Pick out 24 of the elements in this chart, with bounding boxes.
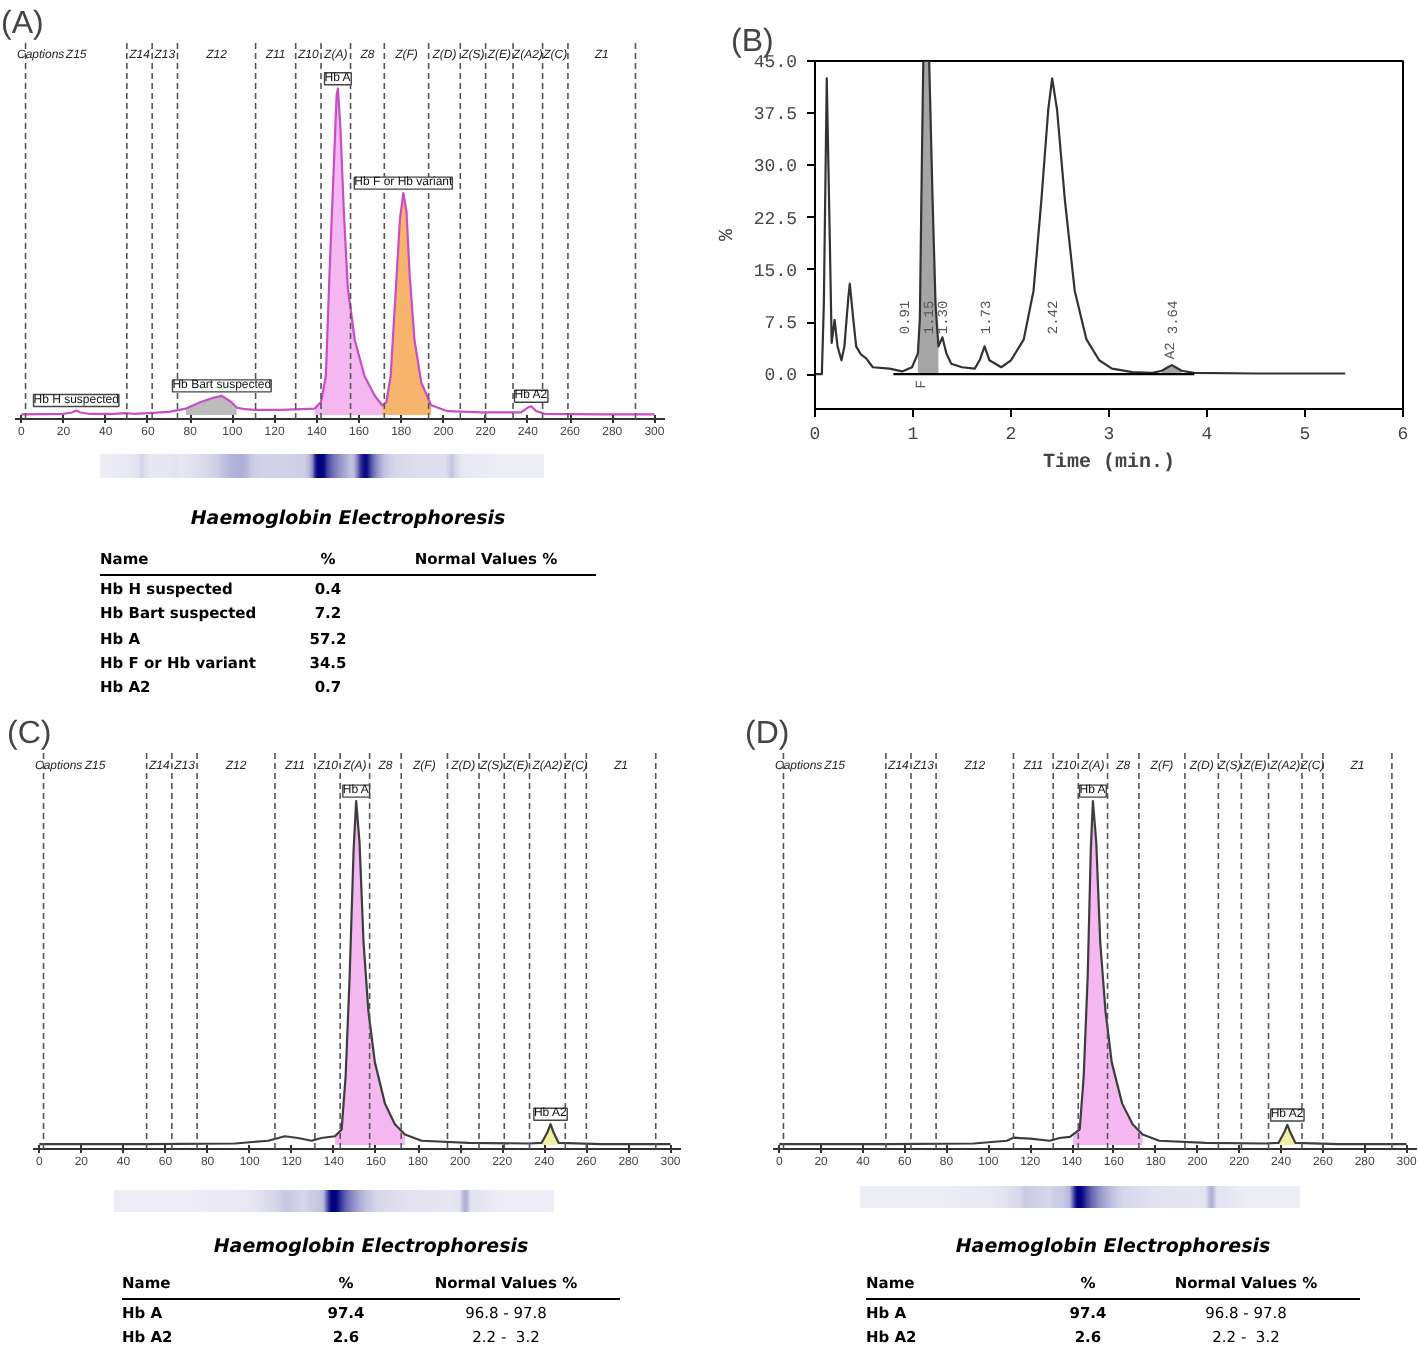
x-axis-title: Time (min.)	[1042, 451, 1176, 475]
y-axis-title: %	[717, 228, 740, 241]
text: Haemoglobin Electrophoresis	[953, 1234, 1273, 1262]
x-tick-label: 3	[1103, 425, 1115, 445]
x-tick-label: 5	[1299, 425, 1311, 445]
chart-title: (D)	[745, 717, 790, 751]
x-tick-label: 2	[1005, 425, 1017, 445]
y-tick-label: 37.5	[753, 105, 798, 126]
text: Haemoglobin Electrophoresis	[211, 1234, 531, 1262]
y-tick-label: 22.5	[753, 209, 798, 230]
text: Haemoglobin Electrophoresis	[188, 506, 508, 534]
y-tick-label: 45.0	[753, 53, 798, 73]
y-tick-label: 0.0	[764, 366, 797, 387]
y-tick-label: 7.5	[764, 314, 797, 334]
x-tick-label: 0	[809, 425, 821, 445]
x-tick-label: 1	[907, 425, 919, 445]
chart-title: (C)	[7, 717, 52, 751]
chart-title: (B)	[731, 25, 774, 59]
chart-title: (A)	[1, 7, 44, 41]
y-tick-label: 15.0	[753, 261, 798, 282]
x-tick-label: 4	[1201, 425, 1213, 445]
y-tick-label: 30.0	[753, 157, 798, 178]
x-tick-label: 6	[1397, 425, 1409, 445]
line-series	[815, 61, 1347, 376]
